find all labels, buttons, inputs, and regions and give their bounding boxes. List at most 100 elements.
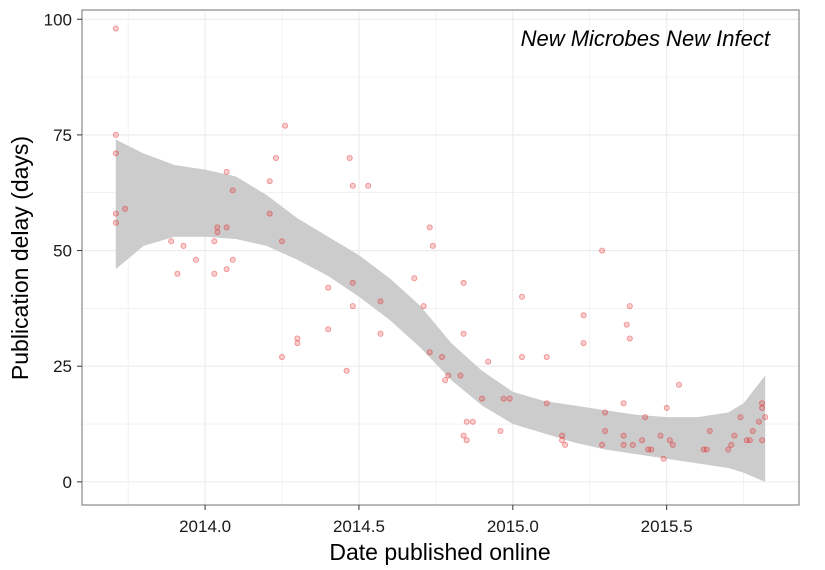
data-point xyxy=(365,182,372,189)
data-point xyxy=(469,418,476,425)
data-point xyxy=(620,400,627,407)
data-point xyxy=(759,400,766,407)
data-point xyxy=(229,187,236,194)
y-tick-label: 0 xyxy=(63,473,72,492)
data-point xyxy=(349,303,356,310)
data-point xyxy=(438,353,445,360)
data-point xyxy=(112,210,119,217)
data-point xyxy=(663,404,670,411)
data-point xyxy=(278,353,285,360)
data-point xyxy=(349,279,356,286)
data-point xyxy=(725,446,732,453)
data-point xyxy=(645,446,652,453)
data-point xyxy=(478,395,485,402)
data-point xyxy=(457,372,464,379)
data-point xyxy=(174,270,181,277)
data-point xyxy=(543,353,550,360)
data-point xyxy=(500,395,507,402)
data-point xyxy=(223,168,230,175)
data-point xyxy=(559,437,566,444)
data-point xyxy=(648,446,655,453)
data-point xyxy=(223,266,230,273)
data-point xyxy=(346,154,353,161)
data-point xyxy=(112,219,119,226)
data-point xyxy=(282,122,289,129)
data-point xyxy=(349,182,356,189)
data-point xyxy=(266,178,273,185)
data-point xyxy=(223,224,230,231)
data-point xyxy=(460,432,467,439)
data-point xyxy=(463,418,470,425)
data-point xyxy=(377,298,384,305)
data-point xyxy=(543,400,550,407)
data-point xyxy=(325,326,332,333)
data-point xyxy=(559,432,566,439)
x-tick-label: 2015.5 xyxy=(641,517,693,536)
data-point xyxy=(639,437,646,444)
data-point xyxy=(192,256,199,263)
data-point xyxy=(728,441,735,448)
data-point xyxy=(642,414,649,421)
data-point xyxy=(272,154,279,161)
data-point xyxy=(506,395,513,402)
x-tick-label: 2014.0 xyxy=(179,517,231,536)
data-point xyxy=(706,427,713,434)
journal-annotation: New Microbes New Infect xyxy=(521,26,771,51)
data-point xyxy=(411,275,418,282)
data-point xyxy=(497,427,504,434)
data-point xyxy=(657,432,664,439)
data-point xyxy=(759,404,766,411)
x-tick-label: 2015.0 xyxy=(487,517,539,536)
x-tick-label: 2014.5 xyxy=(333,517,385,536)
data-point xyxy=(294,340,301,347)
data-point xyxy=(749,427,756,434)
data-point xyxy=(731,432,738,439)
data-point xyxy=(660,455,667,462)
data-point xyxy=(580,340,587,347)
data-point xyxy=(700,446,707,453)
data-point xyxy=(599,441,606,448)
data-point xyxy=(180,242,187,249)
data-point xyxy=(122,205,129,212)
data-point xyxy=(746,437,753,444)
y-tick-label: 25 xyxy=(53,357,72,376)
y-tick-label: 75 xyxy=(53,126,72,145)
y-axis-title: Publication delay (days) xyxy=(7,136,33,380)
data-point xyxy=(294,335,301,342)
data-point xyxy=(112,131,119,138)
data-point xyxy=(426,224,433,231)
data-point xyxy=(626,335,633,342)
confidence-ribbon xyxy=(115,139,766,482)
data-point xyxy=(626,303,633,310)
data-point xyxy=(214,224,221,231)
data-point xyxy=(214,229,221,236)
data-point xyxy=(112,150,119,157)
data-point xyxy=(756,418,763,425)
data-point xyxy=(429,242,436,249)
data-point xyxy=(666,437,673,444)
data-point xyxy=(599,247,606,254)
data-point xyxy=(445,372,452,379)
data-point xyxy=(669,441,676,448)
data-point xyxy=(743,437,750,444)
data-point xyxy=(485,358,492,365)
data-point xyxy=(602,409,609,416)
y-tick-label: 50 xyxy=(53,242,72,261)
x-axis: 2014.0 2014.5 2015.0 2015.5 xyxy=(179,505,693,536)
data-point xyxy=(229,256,236,263)
data-point xyxy=(426,349,433,356)
y-tick-label: 100 xyxy=(44,10,72,29)
data-point xyxy=(620,432,627,439)
data-point xyxy=(519,293,526,300)
data-point xyxy=(580,312,587,319)
data-point xyxy=(343,367,350,374)
data-point xyxy=(676,381,683,388)
data-point xyxy=(460,330,467,337)
data-point xyxy=(278,238,285,245)
data-point xyxy=(325,284,332,291)
panel-border xyxy=(81,9,800,506)
data-point xyxy=(442,377,449,384)
data-point xyxy=(211,270,218,277)
data-point xyxy=(211,238,218,245)
